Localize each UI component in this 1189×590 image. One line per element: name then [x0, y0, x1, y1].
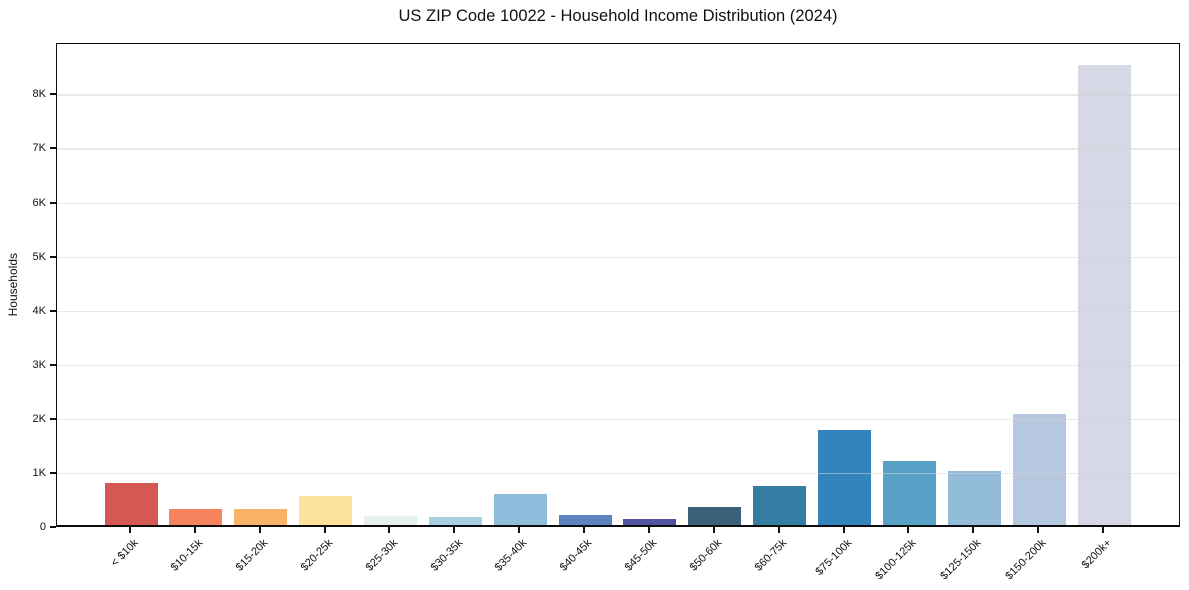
y-tick-mark [50, 471, 56, 474]
x-tick-mark [1037, 527, 1040, 533]
x-tick-mark [129, 527, 131, 533]
gridline [57, 256, 1179, 258]
y-tick-mark [50, 526, 56, 528]
x-tick-mark [712, 527, 715, 533]
y-tick-mark [50, 309, 56, 312]
x-tick-label: $15-20k [233, 537, 271, 574]
x-tick-label: $75-100k [813, 537, 855, 578]
y-tick-label: 3K [32, 358, 46, 371]
plot-area [56, 43, 1180, 527]
x-tick-mark [842, 527, 845, 533]
x-tick-label: $45-50k [622, 537, 660, 574]
gridline [57, 202, 1179, 204]
bar [558, 514, 612, 525]
gridline [57, 148, 1179, 150]
gridline [57, 310, 1179, 313]
x-tick-mark [388, 527, 391, 533]
x-tick-mark [193, 527, 196, 533]
y-tick-mark [50, 255, 56, 258]
y-tick-label: 2K [32, 412, 46, 425]
x-tick-mark [323, 527, 326, 533]
bar [623, 518, 677, 525]
x-tick-label: < $10k [108, 537, 141, 570]
bar [299, 496, 353, 525]
bar [363, 516, 417, 525]
bar [818, 429, 872, 525]
gridline [57, 94, 1179, 96]
x-tick-mark [972, 527, 975, 533]
y-tick-mark [50, 201, 56, 204]
y-tick-label: 8K [32, 88, 46, 101]
x-tick-label: $30-35k [428, 537, 465, 574]
y-tick-label: 5K [32, 250, 46, 263]
chart-title: US ZIP Code 10022 - Household Income Dis… [398, 7, 838, 25]
y-tick-mark [50, 363, 56, 366]
x-tick-mark [647, 527, 650, 533]
x-tick-mark [1102, 527, 1104, 533]
y-tick-label: 7K [32, 142, 46, 155]
bar [753, 485, 807, 525]
x-tick-label: $25-30k [363, 537, 400, 574]
bar [1077, 65, 1131, 525]
x-tick-label: $125-150k [938, 537, 984, 583]
x-tick-mark [907, 527, 910, 533]
y-tick-mark [50, 147, 56, 150]
x-tick-label: $40-45k [557, 537, 595, 574]
y-tick-label: 6K [32, 196, 46, 209]
x-tick-mark [518, 527, 521, 533]
x-tick-label: $50-60k [687, 537, 725, 574]
x-tick-mark [777, 527, 780, 533]
bar [688, 507, 742, 525]
gridline [57, 472, 1179, 475]
x-tick-label: $10-15k [168, 537, 206, 574]
y-tick-label: 4K [32, 304, 46, 317]
x-tick-label: $60-75k [752, 537, 790, 574]
bar [169, 508, 223, 525]
y-tick-label: 0 [39, 521, 46, 533]
y-tick-label: 1K [32, 466, 46, 479]
x-tick-label: $150-200k [1003, 537, 1049, 583]
bar [104, 482, 158, 525]
x-tick-label: $200k+ [1079, 537, 1114, 572]
bar [1012, 413, 1066, 525]
bar [882, 460, 936, 525]
bar [234, 508, 288, 525]
x-tick-label: $20-25k [298, 537, 336, 574]
bar [428, 516, 482, 525]
y-tick-mark [50, 93, 56, 96]
x-tick-label: $35-40k [493, 537, 530, 574]
x-tick-mark [453, 527, 456, 533]
x-tick-mark [583, 527, 586, 533]
x-tick-mark [258, 527, 261, 533]
gridline [57, 364, 1179, 367]
x-tick-label: $100-125k [873, 537, 919, 583]
gridline [57, 418, 1179, 421]
y-axis-label: Households [4, 43, 22, 527]
y-tick-mark [50, 417, 56, 420]
bar [493, 493, 547, 525]
bar [947, 470, 1001, 525]
